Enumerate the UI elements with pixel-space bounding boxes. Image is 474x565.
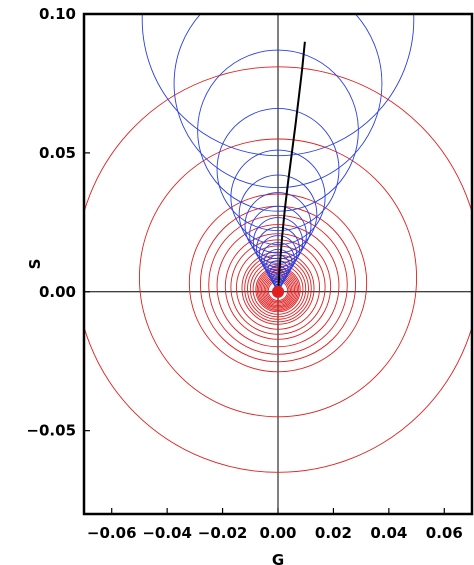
red-circle-16 — [230, 239, 326, 335]
red-core-blob — [271, 285, 285, 298]
red-circle-8 — [256, 268, 300, 311]
red-circle-6 — [259, 271, 297, 309]
blue-circle-18 — [197, 49, 359, 212]
blue-circle-17 — [216, 107, 340, 232]
blue-circle-11 — [256, 226, 300, 271]
blue-circle-10 — [258, 235, 298, 274]
x-tick-label: 0.02 — [315, 524, 352, 542]
blue-circle-19 — [173, 14, 383, 189]
red-circle-11 — [249, 260, 307, 318]
blue-circle-20 — [141, 14, 415, 157]
red-circle-18 — [216, 224, 340, 348]
red-circle-23 — [84, 66, 472, 473]
red-circle-19 — [208, 214, 348, 355]
red-circle-10 — [252, 263, 304, 315]
trajectory-curve — [277, 41, 306, 292]
x-tick-label: −0.02 — [198, 524, 248, 542]
x-tick-label: 0.06 — [426, 524, 463, 542]
red-circle-3 — [263, 276, 293, 305]
x-tick-label: 0.04 — [370, 524, 407, 542]
x-tick-label: −0.04 — [142, 524, 192, 542]
red-circle-12 — [247, 257, 309, 320]
y-tick-label: −0.05 — [26, 422, 76, 440]
blue-circle-15 — [238, 174, 318, 254]
data-layer — [84, 14, 472, 473]
red-circle-15 — [235, 245, 321, 330]
red-circle-17 — [224, 233, 332, 340]
x-tick-label: −0.06 — [87, 524, 137, 542]
blue-circle-14 — [244, 192, 312, 260]
x-tick-label: 0.00 — [259, 524, 296, 542]
blue-circle-16 — [230, 149, 326, 246]
y-axis-label: S — [26, 259, 44, 270]
y-tick-label: 0.00 — [39, 283, 76, 301]
tick-layer: −0.06 −0.04 −0.02 0.00 0.02 0.04 0.06 −0.05 0.00… — [26, 5, 462, 542]
y-tick-label: 0.05 — [39, 144, 76, 162]
blue-circle-9 — [261, 242, 295, 276]
x-axis-label: G — [272, 551, 284, 565]
blue-circle-12 — [252, 217, 304, 268]
red-circle-22 — [138, 138, 418, 418]
red-circle-21 — [188, 193, 368, 373]
red-circle-14 — [241, 251, 315, 325]
y-tick-label: 0.10 — [39, 5, 76, 23]
